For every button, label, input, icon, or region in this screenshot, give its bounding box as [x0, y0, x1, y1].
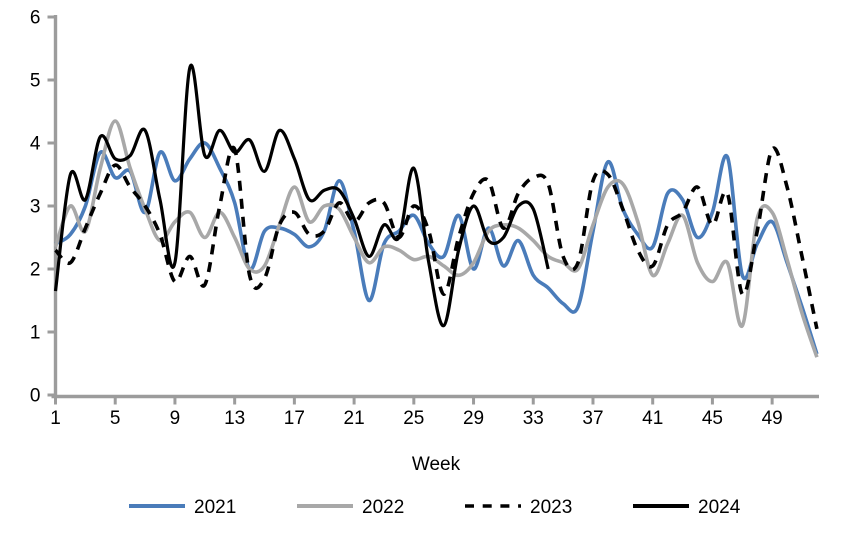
- y-tick-label: 0: [30, 386, 41, 407]
- legend: 2021 2022 2023 2024: [129, 497, 741, 518]
- legend-item-2021: 2021: [129, 497, 236, 518]
- x-tick-label: 41: [642, 408, 663, 429]
- y-tick-label: 6: [30, 8, 41, 29]
- x-tick-label: 45: [702, 408, 723, 429]
- axes: [47, 15, 819, 405]
- x-tick-label: 37: [582, 408, 603, 429]
- y-tick-label: 4: [30, 134, 41, 155]
- y-tick-label: 2: [30, 260, 41, 281]
- x-tick-label: 9: [170, 408, 181, 429]
- x-tick-label: 25: [403, 408, 424, 429]
- series-line-2024: [53, 63, 550, 328]
- series-line-2021: [54, 141, 819, 355]
- legend-item-2023: 2023: [465, 497, 572, 518]
- legend-item-2024: 2024: [633, 497, 741, 518]
- legend-label-2022: 2022: [362, 497, 404, 518]
- series-line-2022: [53, 119, 819, 358]
- x-tick-label: 49: [762, 408, 783, 429]
- x-tick-label: 13: [224, 408, 245, 429]
- x-tick-label: 33: [523, 408, 544, 429]
- series-line-2023: [54, 145, 819, 330]
- x-tick-label: 5: [110, 408, 121, 429]
- x-tick-label: 17: [284, 408, 305, 429]
- y-tick-label: 5: [30, 71, 41, 92]
- y-tick-label: 3: [30, 197, 41, 218]
- legend-label-2021: 2021: [194, 497, 236, 518]
- x-tick-label: 29: [463, 408, 484, 429]
- x-tick-label: 1: [50, 408, 61, 429]
- legend-label-2024: 2024: [698, 497, 741, 518]
- x-axis-title: Week: [412, 454, 461, 475]
- x-tick-label: 21: [344, 408, 365, 429]
- series-lines: [53, 63, 819, 358]
- y-tick-label: 1: [30, 323, 41, 344]
- legend-item-2022: 2022: [297, 497, 404, 518]
- legend-label-2023: 2023: [530, 497, 572, 518]
